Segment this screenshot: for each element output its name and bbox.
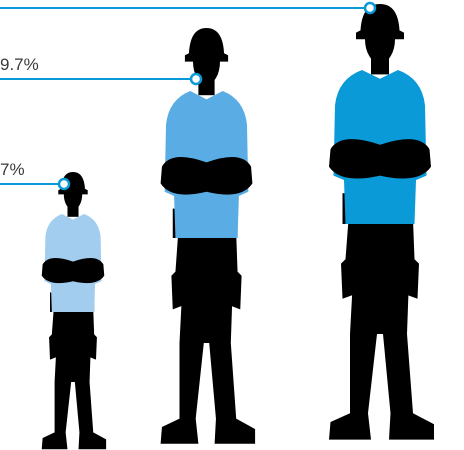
value-label-2: 9.7% [0,55,39,74]
construction-worker-figure-1 [41,172,107,450]
figures-group [41,4,434,450]
data-marker-2 [189,72,203,86]
construction-worker-figure-2 [160,28,256,444]
annotations-group: 7% 9.7% [0,1,377,191]
data-marker-3 [363,1,377,15]
construction-worker-figure-3 [329,4,434,440]
data-marker-1 [57,177,71,191]
value-label-1: 7% [0,160,25,179]
